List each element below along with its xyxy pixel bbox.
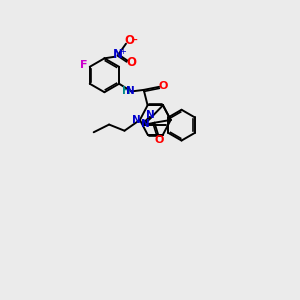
Text: -: - — [133, 34, 138, 48]
Text: N: N — [132, 115, 141, 125]
Text: O: O — [154, 135, 164, 145]
Text: +: + — [119, 47, 126, 56]
Text: N: N — [146, 110, 155, 120]
Text: N: N — [113, 48, 123, 61]
Text: O: O — [124, 34, 134, 47]
Text: O: O — [158, 81, 168, 91]
Text: O: O — [126, 56, 136, 69]
Text: N: N — [141, 119, 150, 129]
Text: H: H — [122, 86, 130, 96]
Text: F: F — [80, 60, 87, 70]
Text: N: N — [125, 86, 134, 96]
